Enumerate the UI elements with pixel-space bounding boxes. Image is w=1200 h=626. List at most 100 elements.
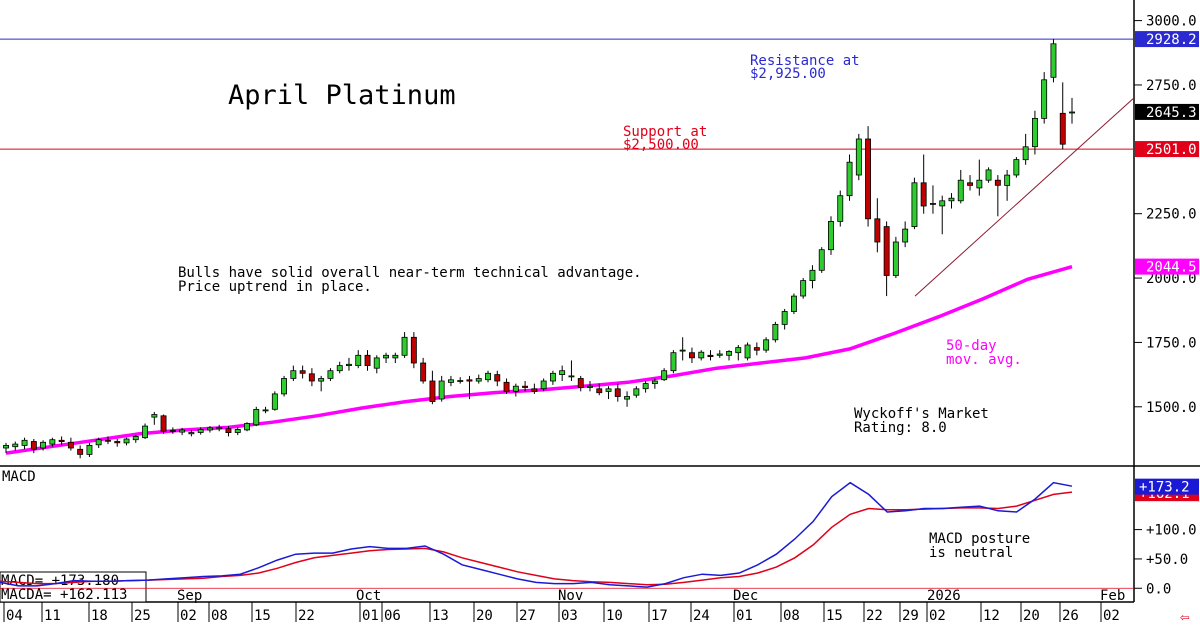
- x-tick-label: 24: [693, 608, 710, 624]
- candle-body: [967, 182, 973, 186]
- candle-body: [846, 161, 853, 197]
- candle-body: [438, 380, 445, 400]
- x-tick-label: 02: [180, 608, 197, 624]
- price-tag-label: 2928.2: [1146, 32, 1197, 48]
- candle-body: [948, 197, 955, 202]
- x-tick-label: 12: [983, 608, 1000, 624]
- candle-body: [503, 381, 510, 392]
- candle-body: [735, 347, 742, 354]
- candle-body: [234, 428, 241, 433]
- x-tick-label: 11: [44, 608, 61, 624]
- candle-body: [911, 182, 918, 228]
- candle-body: [1032, 118, 1038, 148]
- candle-body: [142, 425, 148, 439]
- candle-body: [531, 388, 538, 392]
- candle-body: [271, 393, 278, 410]
- candle-body: [707, 354, 714, 357]
- candle-body: [661, 370, 668, 381]
- candle-body: [550, 372, 556, 382]
- candle-body: [447, 379, 454, 383]
- x-month-label: Nov: [558, 588, 583, 604]
- candle-body: [429, 380, 436, 403]
- x-month-label: 2026: [927, 588, 961, 604]
- macd-tag-label: +173.2: [1139, 480, 1190, 496]
- candle-body: [123, 438, 130, 444]
- candle-body: [837, 195, 844, 222]
- candle-body: [892, 241, 899, 276]
- x-tick-label: 15: [826, 608, 843, 624]
- candle-body: [1004, 174, 1011, 186]
- resistance-label-line2: $2,925.00: [750, 66, 826, 82]
- x-tick-label: 06: [384, 608, 401, 624]
- x-tick-label: 02: [1103, 608, 1120, 624]
- bulls-comment-line1: Bulls have solid overall near-term techn…: [178, 265, 642, 281]
- x-tick-label: 13: [432, 608, 449, 624]
- candle-body: [114, 441, 121, 444]
- candle-body: [188, 432, 195, 435]
- x-tick-label: 08: [211, 608, 228, 624]
- candle-body: [1050, 43, 1057, 78]
- candle-body: [253, 408, 260, 426]
- candle-body: [12, 443, 19, 448]
- candle-body: [753, 347, 760, 351]
- x-tick-label: 22: [866, 608, 883, 624]
- rating-line2: Rating: 8.0: [854, 420, 947, 436]
- candle-body: [976, 179, 983, 189]
- ma-label-line1: 50-day: [946, 338, 997, 354]
- chart-title: April Platinum: [228, 80, 456, 111]
- candle-body: [401, 336, 408, 356]
- candle-body: [1022, 146, 1029, 161]
- candle-body: [605, 388, 612, 392]
- candle-body: [800, 280, 807, 297]
- candle-body: [169, 430, 176, 432]
- price-tag: [1135, 31, 1199, 48]
- candle-body: [206, 427, 213, 431]
- macd-line: [0, 481, 1073, 588]
- candle-body: [1069, 111, 1075, 114]
- x-tick-label: 25: [134, 608, 151, 624]
- candle-body: [318, 378, 325, 382]
- candle-body: [614, 388, 621, 397]
- candle-body: [957, 179, 964, 202]
- macd-readout-box: [0, 571, 147, 603]
- candle-body: [568, 375, 575, 378]
- macd-signal-line: [0, 491, 1073, 586]
- x-tick-label: 04: [6, 608, 23, 624]
- x-tick-label: 01: [736, 608, 753, 624]
- candle-body: [95, 439, 102, 446]
- candle-body: [485, 372, 491, 381]
- macda-readout: MACDA= +162.113: [1, 587, 127, 603]
- macd-tick-label: +100.0: [1146, 523, 1197, 539]
- candle-body: [670, 352, 677, 372]
- candle-body: [345, 363, 352, 366]
- candle-body: [132, 435, 139, 441]
- candle-body: [281, 378, 287, 395]
- candle-body: [883, 226, 890, 276]
- candle-body: [40, 441, 46, 449]
- candle-body: [244, 423, 250, 431]
- x-month-label: Dec: [733, 588, 758, 604]
- candle-body: [3, 444, 9, 449]
- macd-readout: MACD= +173.180: [1, 573, 119, 589]
- candle-body: [689, 352, 695, 359]
- candle-body: [466, 379, 473, 382]
- support-label-line2: $2,500.00: [623, 137, 699, 153]
- x-tick-label: 26: [1062, 608, 1079, 624]
- candle-body: [577, 378, 584, 388]
- candle-body: [49, 439, 56, 445]
- candle-body: [920, 182, 927, 207]
- candle-body: [410, 336, 417, 364]
- uptrend-line: [914, 97, 1135, 297]
- candle-body: [336, 365, 343, 372]
- price-tag: [1135, 258, 1199, 275]
- price-tick-label: 2750.0: [1146, 78, 1197, 94]
- candle-body: [373, 357, 380, 369]
- candle-body: [744, 344, 751, 359]
- price-tag: [1135, 103, 1199, 120]
- scroll-arrow-icon[interactable]: ⇦: [1180, 607, 1190, 626]
- candle-body: [985, 169, 992, 181]
- macd-comment-line1: MACD posture: [929, 531, 1030, 547]
- candle-body: [327, 370, 334, 379]
- candle-body: [698, 351, 705, 359]
- x-tick-label: 10: [606, 608, 623, 624]
